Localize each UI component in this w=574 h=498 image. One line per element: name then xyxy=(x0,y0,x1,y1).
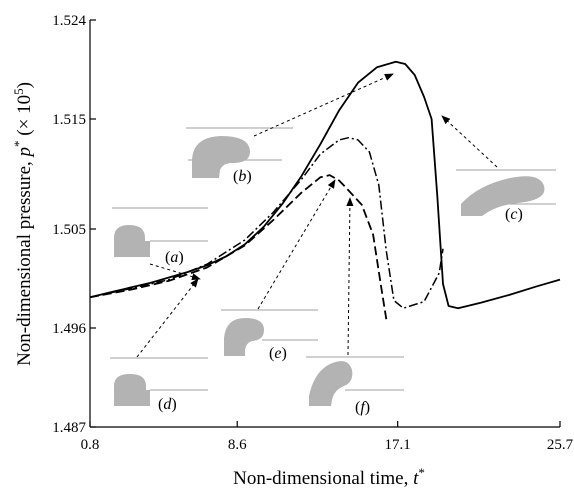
inset-e-droplet xyxy=(224,318,264,356)
arrow-e xyxy=(258,180,335,309)
inset-e: (e) xyxy=(221,310,318,362)
y-tick-label: 1.515 xyxy=(52,112,86,128)
inset-a-label: (a) xyxy=(165,249,184,266)
x-tick-label: 17.1 xyxy=(385,437,411,453)
axes xyxy=(90,20,560,427)
x-tick-label: 8.6 xyxy=(228,437,247,453)
y-tick-label: 1.524 xyxy=(52,13,86,29)
y-tick-label: 1.505 xyxy=(52,222,86,238)
y-tick-label: 1.487 xyxy=(52,420,86,436)
inset-a: (a) xyxy=(112,208,208,266)
inset-c: (c) xyxy=(456,170,556,223)
y-tick-label: 1.496 xyxy=(52,321,86,337)
inset-c-label: (c) xyxy=(505,206,523,223)
inset-b: (b) xyxy=(186,128,293,185)
inset-e-label: (e) xyxy=(269,345,287,362)
arrow-f xyxy=(348,198,350,355)
x-ticks: 0.8 8.6 17.1 25.7 xyxy=(81,421,574,453)
inset-d-label: (d) xyxy=(158,396,177,413)
x-tick-label: 25.7 xyxy=(547,437,574,453)
inset-c-droplet xyxy=(461,176,544,216)
pointer-arrows xyxy=(137,74,497,357)
inset-f-droplet xyxy=(309,361,352,406)
x-tick-label: 0.8 xyxy=(81,437,100,453)
inset-a-droplet xyxy=(114,225,150,257)
inset-b-label: (b) xyxy=(233,168,252,185)
arrow-b xyxy=(254,74,393,136)
inset-f-label: (f) xyxy=(355,399,370,416)
arrow-d xyxy=(137,279,198,357)
inset-f: (f) xyxy=(306,357,404,416)
y-axis-title: Non-dimensional pressure, p* (× 105) xyxy=(11,82,36,366)
x-axis-title: Non-dimensional time, t* xyxy=(233,465,425,490)
arrow-c xyxy=(442,116,497,167)
inset-d-droplet xyxy=(114,374,150,406)
inset-d: (d) xyxy=(110,358,208,413)
